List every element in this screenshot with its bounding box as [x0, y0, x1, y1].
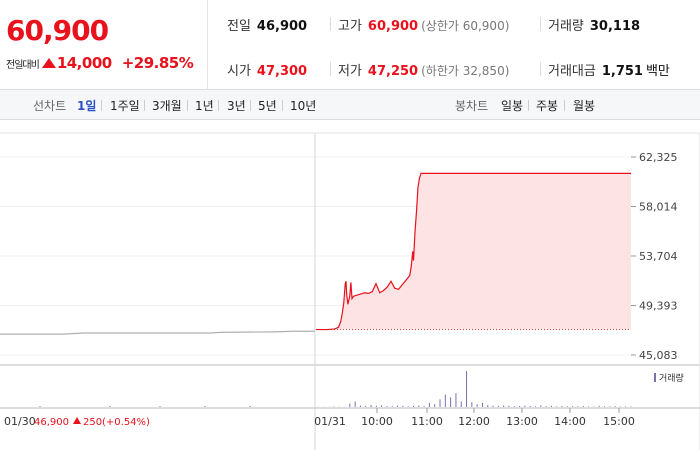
stat-value: 60,900 [367, 19, 419, 34]
today-area [316, 172, 631, 331]
divider [282, 100, 283, 111]
x-tick-label: 11:00 [411, 415, 443, 428]
x-tick-label: 10:00 [361, 415, 393, 428]
tab-daily-candle[interactable]: 일봉 [501, 99, 524, 113]
x-axis: 01/31 10:00 11:00 12:00 13:00 14:00 15:00 [0, 407, 700, 428]
stat-value: 47,250 [367, 64, 419, 79]
stat-open: 시가 47,300 [227, 60, 307, 79]
tab-weekly-candle[interactable]: 주봉 [536, 99, 559, 113]
divider [144, 100, 145, 111]
prev-day-line [0, 330, 315, 335]
volume-chart: 거래량 [39, 371, 684, 407]
x-tick-label: 12:00 [458, 415, 490, 428]
tab-1y[interactable]: 1년 [195, 99, 214, 113]
divider [250, 100, 251, 111]
price-change: 전일대비 14,000 +29.85% [6, 54, 194, 72]
price-summary: 60,900 전일대비 14,000 +29.85% [0, 0, 208, 90]
y-tick-label: 62,325 [639, 151, 678, 164]
volume-legend-swatch [654, 373, 656, 382]
up-arrow-icon [73, 417, 81, 424]
divider [564, 100, 565, 111]
prev-day-area [0, 330, 315, 335]
stat-value: 1,751 [601, 64, 643, 79]
prev-day-label: 01/30 [4, 415, 36, 428]
x-tick-label: 14:00 [554, 415, 586, 428]
stat-amount: 거래대금 1,751 백만 [548, 60, 670, 79]
quote-stats: 전일 46,900 고가 60,900 (상한가 60,900) 거래량 30,118 … [208, 0, 700, 90]
up-arrow-icon [41, 58, 56, 68]
stat-value: 46,900 [256, 19, 308, 34]
stat-label: 시가 [227, 64, 251, 79]
stat-value: 47,300 [256, 64, 308, 79]
stat-label: 고가 [338, 19, 362, 34]
divider [218, 100, 219, 111]
y-tick-label: 53,704 [639, 250, 678, 263]
stat-label: 거래량 [548, 19, 584, 34]
today-fill [316, 173, 631, 330]
y-tick-label: 49,393 [639, 300, 678, 313]
tab-5y[interactable]: 5년 [258, 99, 277, 113]
x-tick-label: 01/31 [314, 415, 346, 428]
change-amount: 14,000 [56, 54, 112, 72]
change-percent: +29.85% [121, 54, 194, 72]
divider [330, 62, 331, 76]
tab-1w[interactable]: 1주일 [110, 99, 140, 113]
tab-3y[interactable]: 3년 [227, 99, 246, 113]
candle-chart-label: 봉차트 [455, 99, 489, 113]
stat-high: 고가 60,900 (상한가 60,900) [338, 15, 509, 34]
stat-label: 전일 [227, 19, 251, 34]
tab-10y[interactable]: 10년 [290, 99, 317, 113]
stat-label: 저가 [338, 64, 362, 79]
line-chart-label: 선차트 [33, 99, 67, 113]
prev-day-close: 46,900 [34, 417, 69, 428]
today-line [316, 172, 631, 331]
divider [101, 100, 102, 111]
stat-label: 거래대금 [548, 64, 596, 79]
divider [330, 17, 331, 31]
stat-sub: (하한가 32,850) [421, 64, 510, 78]
y-tick-label: 58,014 [639, 201, 678, 214]
change-label: 전일대비 [6, 59, 40, 71]
chart-grid [0, 132, 700, 450]
x-tick-label: 13:00 [506, 415, 538, 428]
y-axis: 62,325 58,014 53,704 49,393 45,083 [631, 151, 678, 362]
stat-value: 30,118 [589, 19, 641, 34]
chart-toolbar: 선차트 1일 1주일 3개월 1년 3년 5년 10년 봉차트 일봉 주봉 월봉 [0, 90, 700, 120]
divider [540, 17, 541, 31]
tab-1d[interactable]: 1일 [77, 99, 97, 113]
tab-3m[interactable]: 3개월 [152, 99, 182, 113]
tab-monthly-candle[interactable]: 월봉 [573, 99, 596, 113]
stat-low: 저가 47,250 (하한가 32,850) [338, 60, 509, 79]
stat-unit: 백만 [645, 64, 670, 79]
stat-prev-close: 전일 46,900 [227, 15, 307, 34]
stat-sub: (상한가 60,900) [421, 19, 510, 33]
quote-header: 60,900 전일대비 14,000 +29.85% 전일 46,900 고가 60… [0, 0, 700, 90]
divider [528, 100, 529, 111]
divider [187, 100, 188, 111]
stat-volume: 거래량 30,118 [548, 15, 640, 34]
x-tick-label: 15:00 [603, 415, 635, 428]
prev-day-change: 250 [83, 417, 102, 428]
current-price: 60,900 [6, 14, 109, 47]
volume-legend: 거래량 [659, 372, 684, 384]
y-tick-label: 45,083 [639, 349, 678, 362]
prev-day-change-pct: (+0.54%) [102, 417, 150, 428]
price-chart: 62,325 58,014 53,704 49,393 45,083 거래량 01/31… [0, 121, 700, 450]
divider [540, 62, 541, 76]
price-chart-svg: 62,325 58,014 53,704 49,393 45,083 거래량 01/31… [0, 132, 700, 450]
